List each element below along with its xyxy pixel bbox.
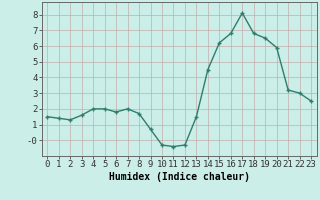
X-axis label: Humidex (Indice chaleur): Humidex (Indice chaleur)	[109, 172, 250, 182]
